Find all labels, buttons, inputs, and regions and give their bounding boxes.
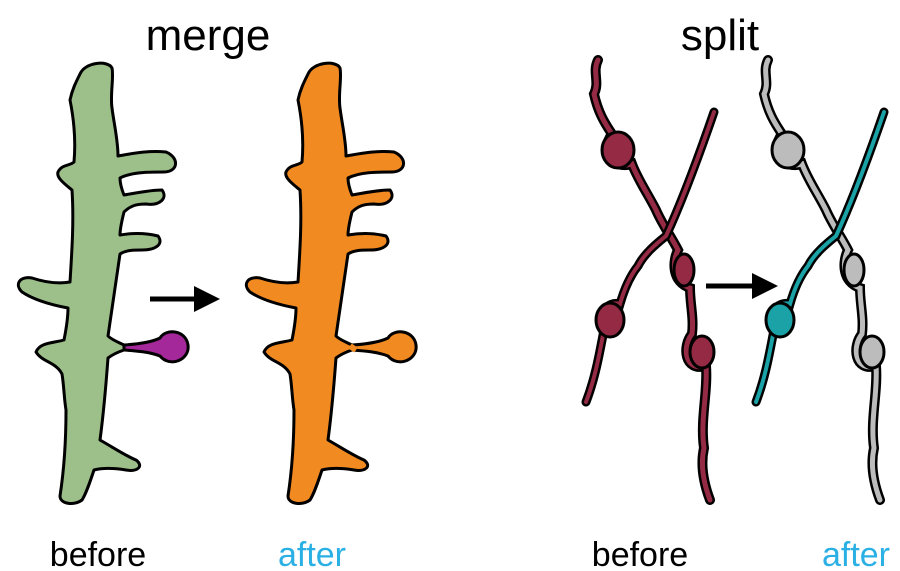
merge-title: merge (146, 11, 271, 60)
merge-after-label: after (278, 536, 346, 571)
absorbed-spine (350, 330, 418, 364)
dendrite-after-body (244, 61, 406, 505)
dendrite-before-body (16, 61, 178, 505)
split-after-label: after (822, 536, 890, 571)
arrow-right-icon (706, 273, 778, 299)
merge-before-label: before (50, 536, 146, 571)
split-before-label: before (592, 536, 688, 571)
split-after-axons (756, 60, 884, 500)
merge-after-dendrite (244, 61, 418, 505)
merge-before-dendrite (16, 61, 190, 505)
arrow-right-icon (150, 286, 220, 312)
split-before-axons (586, 60, 714, 500)
split-title: split (681, 11, 759, 60)
merged-spine (122, 330, 190, 364)
